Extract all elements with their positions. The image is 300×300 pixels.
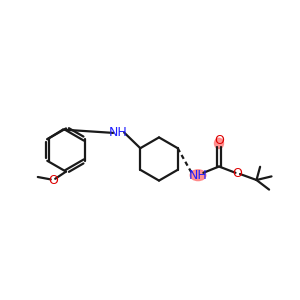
Text: O: O — [214, 134, 224, 148]
Text: O: O — [49, 173, 58, 187]
Text: NH: NH — [189, 169, 207, 182]
Text: O: O — [232, 167, 242, 180]
Ellipse shape — [214, 138, 224, 148]
Ellipse shape — [190, 170, 206, 181]
Text: NH: NH — [109, 125, 128, 139]
